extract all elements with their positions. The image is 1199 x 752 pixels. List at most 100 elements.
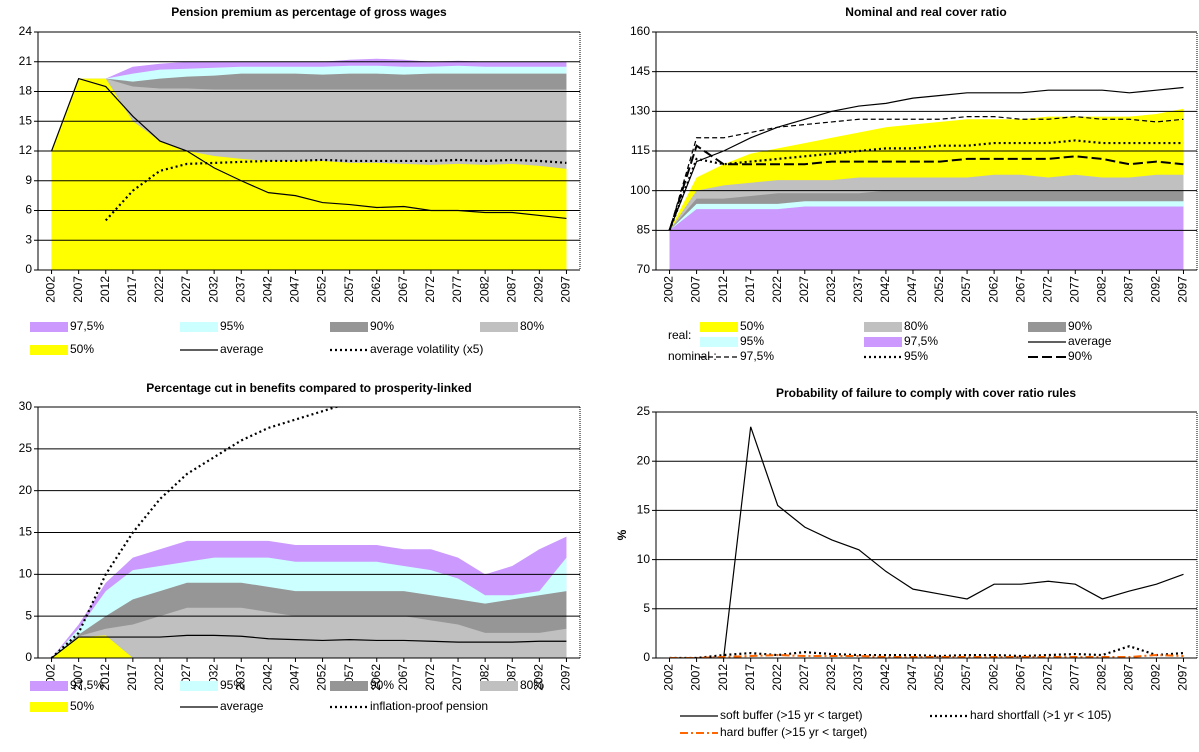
x-tick-label: 2097 [559,664,573,691]
legend-swatch [30,702,68,712]
y-tick-label: 6 [25,203,32,217]
legend-label: 97,5% [70,678,104,692]
legend-row-label: nominal : [668,349,717,363]
x-tick-label: 2067 [1013,276,1027,303]
chart-title: Percentage cut in benefits compared to p… [146,381,471,395]
x-tick-label: 2012 [98,276,112,303]
x-tick-label: 2022 [152,276,166,303]
y-tick-label: 15 [19,113,33,127]
legend-label: 90% [370,319,394,333]
x-tick-label: 2007 [689,664,703,691]
x-tick-label: 2047 [288,664,302,691]
legend-swatch [180,681,218,691]
x-tick-label: 2057 [342,276,356,303]
legend-swatch [700,322,738,332]
x-tick-label: 2062 [986,276,1000,303]
x-tick-label: 2027 [797,664,811,691]
x-tick-label: 2012 [716,276,730,303]
x-tick-label: 2002 [662,664,676,691]
x-tick-label: 2022 [152,664,166,691]
x-tick-label: 2042 [261,276,275,303]
legend-label: 95% [740,334,764,348]
x-tick-label: 2017 [125,664,139,691]
x-tick-label: 2092 [1149,276,1163,303]
legend-label: average [220,699,264,713]
series-line [668,116,1184,231]
legend-label: 50% [70,699,94,713]
legend-swatch [30,322,68,332]
plot-area [669,426,1184,658]
x-tick-label: 2002 [44,276,58,303]
y-tick-label: 9 [25,173,32,187]
x-tick-label: 2017 [125,276,139,303]
x-tick-label: 2077 [450,276,464,303]
x-tick-label: 2022 [770,276,784,303]
x-tick-label: 2062 [369,276,383,303]
x-tick-label: 2052 [932,664,946,691]
chart-title: Nominal and real cover ratio [845,5,1006,19]
panel: Probability of failure to comply with co… [615,386,1198,739]
legend-swatch [480,322,518,332]
legend-swatch [864,337,902,347]
legend-label: 80% [904,319,928,333]
x-tick-label: 2037 [233,276,247,303]
legend-swatch [1028,322,1066,332]
x-tick-label: 2052 [315,276,329,303]
x-tick-label: 2027 [179,276,193,303]
series-line [668,144,1184,231]
panel: Pension premium as percentage of gross w… [19,5,581,356]
area-band [51,607,567,658]
x-tick-label: 2037 [851,664,865,691]
x-tick-label: 2062 [986,664,1000,691]
x-tick-label: 2067 [396,664,410,691]
y-tick-label: 5 [25,608,32,622]
y-tick-label: 115 [631,143,650,157]
series-line [669,426,1184,658]
legend-label: average volatility (x5) [370,342,483,356]
x-tick-label: 2097 [1176,664,1190,691]
legend-swatch [864,322,902,332]
legend-label: 95% [220,678,244,692]
legend-label: soft buffer (>15 yr < target) [720,708,863,722]
legend-label: 90% [1068,349,1092,363]
legend-swatch [480,681,518,691]
x-tick-label: 2077 [1067,664,1081,691]
series-line [669,654,1184,658]
x-tick-label: 2062 [369,664,383,691]
x-tick-label: 2067 [1013,664,1027,691]
x-tick-label: 2007 [71,276,85,303]
legend-label: 97,5% [904,334,938,348]
legend-swatch [30,345,68,355]
y-tick-label: 12 [19,143,33,157]
x-tick-label: 2092 [1149,664,1163,691]
y-tick-label: 160 [630,24,650,38]
y-tick-label: 15 [19,525,33,539]
y-tick-label: 10 [19,567,33,581]
x-tick-label: 2002 [662,276,676,303]
x-tick-label: 2067 [396,276,410,303]
series-line [669,645,1184,658]
legend-swatch [180,322,218,332]
y-axis-label: % [615,529,629,540]
area-band [51,78,567,270]
y-tick-label: 25 [637,404,651,418]
x-tick-label: 2097 [559,276,573,303]
y-tick-label: 25 [19,441,33,455]
x-tick-label: 2032 [206,276,220,303]
y-tick-label: 0 [643,650,650,664]
x-tick-label: 2042 [261,664,275,691]
x-tick-label: 2072 [1040,664,1054,691]
x-tick-label: 2022 [770,664,784,691]
x-tick-label: 2007 [71,664,85,691]
x-tick-label: 2072 [423,276,437,303]
y-tick-label: 145 [630,64,650,78]
legend-label: 97,5% [740,349,774,363]
x-tick-label: 2032 [824,664,838,691]
legend-label: 80% [520,319,544,333]
x-tick-label: 2092 [532,276,546,303]
legend-label: average [220,342,264,356]
panel: Percentage cut in benefits compared to p… [19,381,581,713]
x-tick-label: 2087 [1122,664,1136,691]
legend-label: hard buffer (>15 yr < target) [720,725,867,739]
